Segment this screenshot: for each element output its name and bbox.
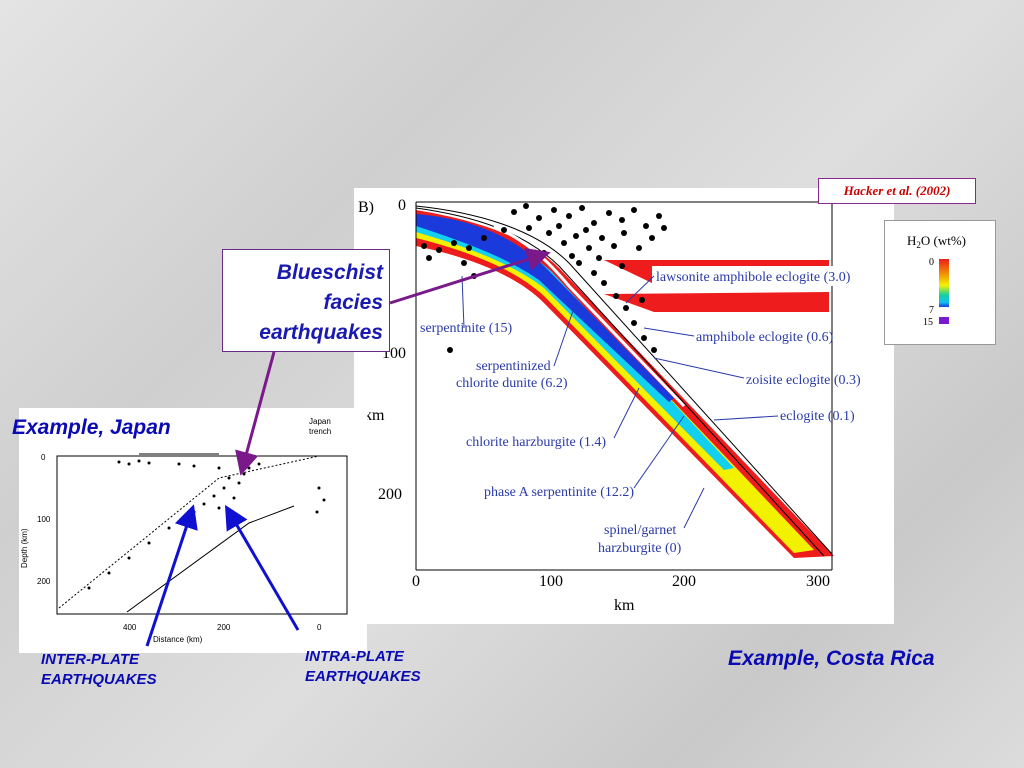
japan-x-axis-label: Distance (km) [153,635,203,644]
x-axis-label: km [614,597,635,614]
callout-line-1: Blueschist [276,261,383,284]
legend-tick-7: 7 [929,305,934,316]
cyan-band [416,216,734,470]
x-tick-0: 0 [412,573,420,590]
caption-inter-plate-line-1: INTER-PLATE [41,651,140,668]
blueschist-callout: Blueschist facies earthquakes [222,249,390,352]
japan-x-tick-400: 400 [123,623,137,632]
inter-plate-arrow [145,504,198,647]
label-eclogite: eclogite (0.1) [780,409,855,424]
japan-trench-label-1: Japan [309,417,331,426]
japan-trench-label-2: trench [309,427,331,436]
costa-rica-section-svg: B) 0 100 200 km 0 100 200 300 km lawsoni… [358,197,892,614]
upper-red-wedge-2 [604,292,829,312]
label-zoisite: zoisite eclogite (0.3) [746,373,861,388]
japan-x-tick-200: 200 [217,623,231,632]
callout-line-2: facies [323,291,383,314]
caption-intra-plate-line-1: INTRA-PLATE [305,648,404,665]
legend-tick-15: 15 [923,317,933,328]
caption-japan: Example, Japan [12,416,171,439]
slab-top-line [415,205,833,555]
callout-arrow-costa [389,247,551,305]
label-chlorite: chlorite harzburgite (1.4) [466,435,606,450]
y-axis-label: km [364,407,385,424]
japan-y-tick-100: 100 [37,515,51,524]
japan-slab-top [58,455,320,609]
y-tick-200: 200 [378,486,402,503]
blue-band [416,214,674,402]
earthquake-dots [421,203,667,353]
japan-section-svg: Japan trench 0 100 200 Depth (km) 400 20… [20,417,348,644]
costa-rica-figure: B) 0 100 200 km 0 100 200 300 km lawsoni… [354,188,894,624]
panel-label: B) [358,199,374,216]
legend-svg: H2O (wt%) 0 7 15 [907,233,966,328]
label-spinel-1: spinel/garnet [604,523,676,538]
caption-intra-plate: INTRA-PLATE EARTHQUAKES [305,647,421,687]
intra-plate-arrow [224,504,300,631]
japan-plot-frame [56,455,348,615]
japan-y-tick-0: 0 [41,453,46,462]
x-tick-100: 100 [539,573,563,590]
label-lawsonite: lawsonite amphibole eclogite (3.0) [656,270,851,285]
x-tick-300: 300 [806,573,830,590]
japan-y-axis-label: Depth (km) [20,528,29,568]
legend-colorbar [939,259,949,307]
japan-figure: Japan trench 0 100 200 Depth (km) 400 20… [19,408,367,653]
label-serpentinized-1: serpentinized [476,359,551,374]
label-serpentinized-2: chlorite dunite (6.2) [456,376,568,391]
japan-y-tick-200: 200 [37,577,51,586]
yellow-band [416,218,814,553]
lawsonite-label-bg [652,266,892,286]
x-tick-200: 200 [672,573,696,590]
label-phaseA: phase A serpentinite (12.2) [484,485,634,500]
label-spinel-2: harzburgite (0) [598,541,682,556]
legend-tick-0: 0 [929,257,934,268]
caption-costa-rica: Example, Costa Rica [728,647,935,670]
caption-intra-plate-line-2: EARTHQUAKES [305,668,421,685]
h2o-legend: H2O (wt%) 0 7 15 [884,220,996,345]
caption-inter-plate: INTER-PLATE EARTHQUAKES [41,650,157,690]
callout-arrow-japan [235,351,276,476]
legend-purple-swatch [939,317,949,324]
label-amphibole: amphibole eclogite (0.6) [696,330,834,345]
leader-lines [461,275,779,529]
legend-title: H2O (wt%) [907,233,966,250]
caption-inter-plate-line-2: EARTHQUAKES [41,671,157,688]
japan-x-tick-0: 0 [317,623,322,632]
label-serpentinite: serpentinite (15) [420,321,512,336]
y-tick-0: 0 [398,197,406,214]
callout-line-3: earthquakes [259,321,383,344]
citation: Hacker et al. (2002) [818,178,976,204]
